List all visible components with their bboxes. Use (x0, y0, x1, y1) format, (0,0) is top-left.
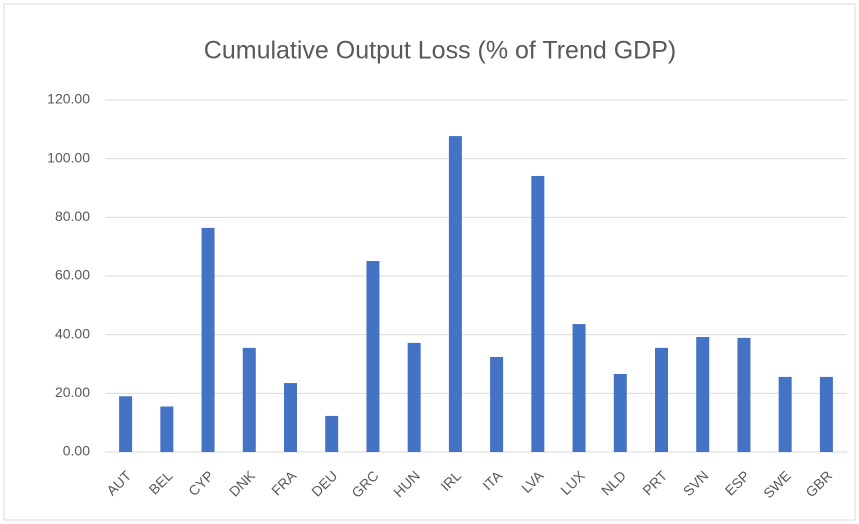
y-tick-label: 60.00 (55, 267, 90, 283)
bar (737, 337, 751, 452)
y-tick-label: 100.00 (47, 149, 90, 165)
bar (284, 383, 297, 452)
bar (407, 342, 421, 452)
bar (572, 324, 586, 452)
bar (819, 376, 833, 452)
bar (119, 396, 133, 452)
bar (531, 175, 545, 452)
y-tick-label: 120.00 (47, 91, 90, 107)
chart-border (3, 3, 856, 521)
bar (242, 347, 256, 452)
bar (696, 337, 710, 452)
bar (366, 261, 380, 452)
chart-title: Cumulative Output Loss (% of Trend GDP) (204, 37, 676, 65)
bar (613, 373, 627, 452)
bar (490, 356, 504, 452)
bar (201, 227, 215, 452)
bar (325, 415, 339, 452)
bar (160, 406, 174, 452)
y-tick-label: 20.00 (55, 384, 90, 400)
bar (448, 136, 462, 452)
y-tick-label: 40.00 (55, 325, 90, 341)
y-tick-label: 80.00 (55, 208, 90, 224)
y-tick-label: 0.00 (63, 443, 90, 459)
bar (655, 347, 668, 452)
bar (778, 376, 792, 452)
